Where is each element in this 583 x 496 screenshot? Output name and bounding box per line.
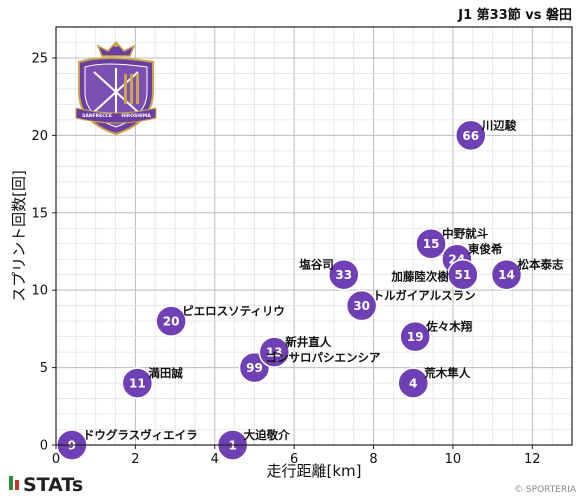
data-point-label: 塩谷司	[299, 258, 334, 272]
data-point-label: 中野就斗	[442, 227, 488, 241]
data-point: 13	[258, 336, 291, 368]
data-point: 19	[399, 320, 431, 353]
x-tick-label: 2	[131, 452, 139, 467]
data-point-marker	[415, 227, 447, 260]
data-point-marker	[345, 289, 378, 322]
data-point-number: 15	[423, 237, 440, 251]
stats-brand-text: STATs	[23, 474, 83, 496]
data-point-number: 30	[353, 299, 370, 313]
crest-crown-jewel	[113, 42, 119, 48]
plot-area: SANFRECCE HIROSHIMA 9 1112099133330419152…	[55, 26, 573, 461]
y-tick-label: 0	[40, 439, 48, 454]
data-point-number: 19	[407, 330, 424, 344]
y-tick-label: 20	[31, 129, 48, 144]
data-point: 66	[455, 119, 487, 152]
data-point-label: 東俊希	[468, 242, 503, 256]
data-point-label: 川辺駿	[481, 118, 517, 132]
data-point-marker	[447, 258, 479, 291]
data-point-marker	[258, 336, 291, 368]
y-tick-label: 10	[31, 284, 48, 299]
data-point-label: 加藤陸次樹	[390, 270, 449, 284]
x-tick-label: 0	[52, 452, 60, 467]
data-point: 11	[121, 367, 154, 399]
data-point-number: 20	[163, 315, 180, 329]
stats-logo: STATs	[9, 474, 83, 496]
data-point-label: 荒木隼人	[423, 366, 470, 380]
crest-banner-left-text: SANFRECCE	[82, 113, 112, 119]
data-point-marker	[155, 305, 187, 337]
x-axis-label: 走行距離[km]	[266, 462, 361, 480]
crest-crown-icon	[96, 40, 136, 57]
crest-stripes	[124, 74, 139, 104]
data-point: 14	[490, 258, 523, 291]
data-point-marker	[121, 367, 154, 399]
data-point-label: 大迫敬介	[244, 428, 290, 442]
data-point: 20	[155, 305, 187, 337]
crest-banner	[75, 107, 157, 124]
data-point-label: ゴンサロパシエンシア	[265, 351, 380, 365]
y-tick-label: 5	[40, 361, 48, 376]
data-point-label: ドウグラスヴィエイラ	[83, 428, 198, 442]
x-tick-label: 10	[445, 452, 462, 467]
data-point-label: 新井直人	[285, 335, 331, 349]
stats-logo-bar-2	[15, 480, 19, 490]
x-axis-ticks: 0 2 4 6 8 10 12	[52, 445, 541, 467]
x-tick-label: 8	[369, 452, 377, 467]
data-point: 33	[328, 258, 360, 291]
crest-banner-right-text: HIROSHIMA	[121, 113, 151, 119]
data-point-marker	[397, 367, 429, 399]
data-point-number: 33	[335, 268, 352, 282]
x-tick-label: 6	[290, 452, 298, 467]
data-point-label: 満田誠	[148, 366, 183, 380]
data-point-marker	[328, 258, 360, 291]
data-point: 30	[345, 289, 378, 322]
chart-title: J1 第33節 vs 磐田	[457, 7, 572, 23]
y-tick-label: 15	[31, 206, 48, 221]
copyright-text: © SPORTERIA	[514, 485, 577, 495]
data-point-number: 13	[266, 346, 283, 360]
y-axis-ticks: 0 5 10 15 20 25	[31, 51, 56, 454]
data-point-number: 11	[129, 377, 146, 391]
data-point: 51	[447, 258, 479, 291]
y-axis-label: スプリント回数[回]	[10, 170, 28, 302]
stats-logo-bar-1	[9, 476, 13, 490]
data-point-label: トルガイアルスラン	[373, 289, 476, 303]
data-point-number: 66	[462, 129, 479, 143]
data-point-label: 佐々木翔	[425, 320, 472, 334]
data-point-number: 99	[246, 361, 263, 375]
data-point-marker	[490, 258, 523, 291]
data-point: 4	[397, 367, 429, 399]
data-point-number: 4	[409, 377, 417, 391]
data-point-label: 松本泰志	[518, 258, 564, 272]
data-point-marker	[455, 119, 487, 152]
data-point-number: 14	[498, 268, 515, 282]
x-tick-label: 4	[211, 452, 219, 467]
data-point: 15	[415, 227, 447, 260]
data-point-marker	[399, 320, 431, 353]
plot-frame	[55, 26, 573, 446]
y-tick-label: 25	[31, 51, 48, 66]
team-crest-logo: SANFRECCE HIROSHIMA	[75, 40, 157, 136]
data-point-label: ピエロスソティリウ	[182, 304, 285, 318]
x-tick-label: 12	[524, 452, 541, 467]
data-point-number: 51	[454, 268, 471, 282]
